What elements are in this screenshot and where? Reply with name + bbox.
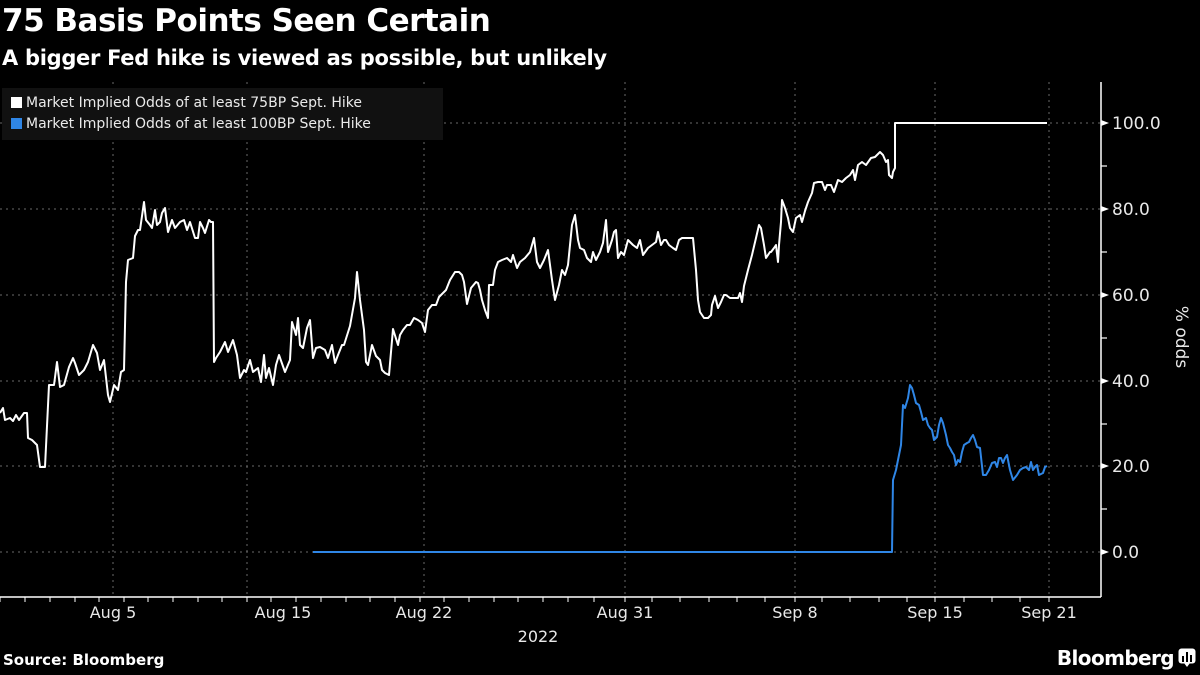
source-note: Source: Bloomberg (3, 651, 165, 669)
y-tick-label: 20.0 (1112, 457, 1150, 477)
y-tick-label: 40.0 (1112, 372, 1150, 392)
x-axis: Aug 5 Aug 15 Aug 22 Aug 31 Sep 8 Sep 15 … (0, 596, 1101, 646)
y-gridlines (0, 122, 1100, 553)
y-tick-label: 0.0 (1112, 543, 1139, 563)
x-year-label: 2022 (518, 627, 559, 646)
x-tick-label: Aug 22 (396, 603, 453, 622)
x-tick-label: Sep 8 (772, 603, 817, 622)
chart-title: 75 Basis Points Seen Certain (2, 3, 491, 39)
x-tick-label: Aug 31 (597, 603, 654, 622)
bloomberg-logo: Bloomberg (1056, 646, 1175, 670)
series-75bp-line (0, 122, 1047, 468)
chart-subtitle: A bigger Fed hike is viewed as possible,… (2, 46, 607, 70)
legend-label: Market Implied Odds of at least 75BP Sep… (26, 94, 362, 111)
bloomberg-chart-icon (1178, 648, 1196, 667)
y-axis: 100.0 80.0 60.0 40.0 20.0 0.0 % odds (1100, 82, 1191, 597)
y-tick-label: 60.0 (1112, 286, 1150, 306)
legend-swatch-white (11, 97, 22, 108)
legend-item-75bp: Market Implied Odds of at least 75BP Sep… (2, 92, 443, 113)
y-axis-label: % odds (1171, 306, 1191, 369)
series-100bp-line (313, 384, 1048, 553)
x-tick-label: Sep 15 (907, 603, 963, 622)
x-tick-label: Sep 21 (1021, 603, 1077, 622)
chart-legend: Market Implied Odds of at least 75BP Sep… (2, 88, 443, 140)
y-tick-label: 100.0 (1112, 114, 1161, 134)
legend-item-100bp: Market Implied Odds of at least 100BP Se… (2, 113, 443, 134)
legend-label: Market Implied Odds of at least 100BP Se… (26, 115, 371, 132)
x-gridlines (112, 82, 1050, 597)
x-tick-label: Aug 15 (255, 603, 312, 622)
y-tick-label: 80.0 (1112, 200, 1150, 220)
legend-swatch-blue (11, 118, 22, 129)
x-tick-label: Aug 5 (90, 603, 137, 622)
